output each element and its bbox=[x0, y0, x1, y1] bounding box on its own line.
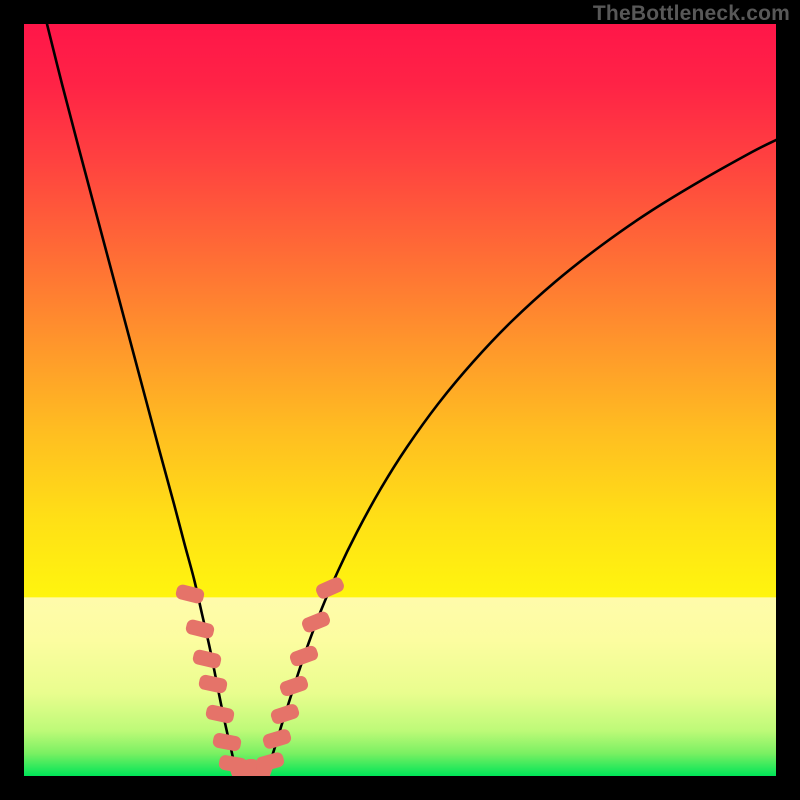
plot-area bbox=[24, 24, 776, 776]
chart-svg bbox=[24, 24, 776, 776]
chart-frame: TheBottleneck.com bbox=[0, 0, 800, 800]
watermark-text: TheBottleneck.com bbox=[593, 2, 790, 26]
chart-background bbox=[24, 24, 776, 776]
